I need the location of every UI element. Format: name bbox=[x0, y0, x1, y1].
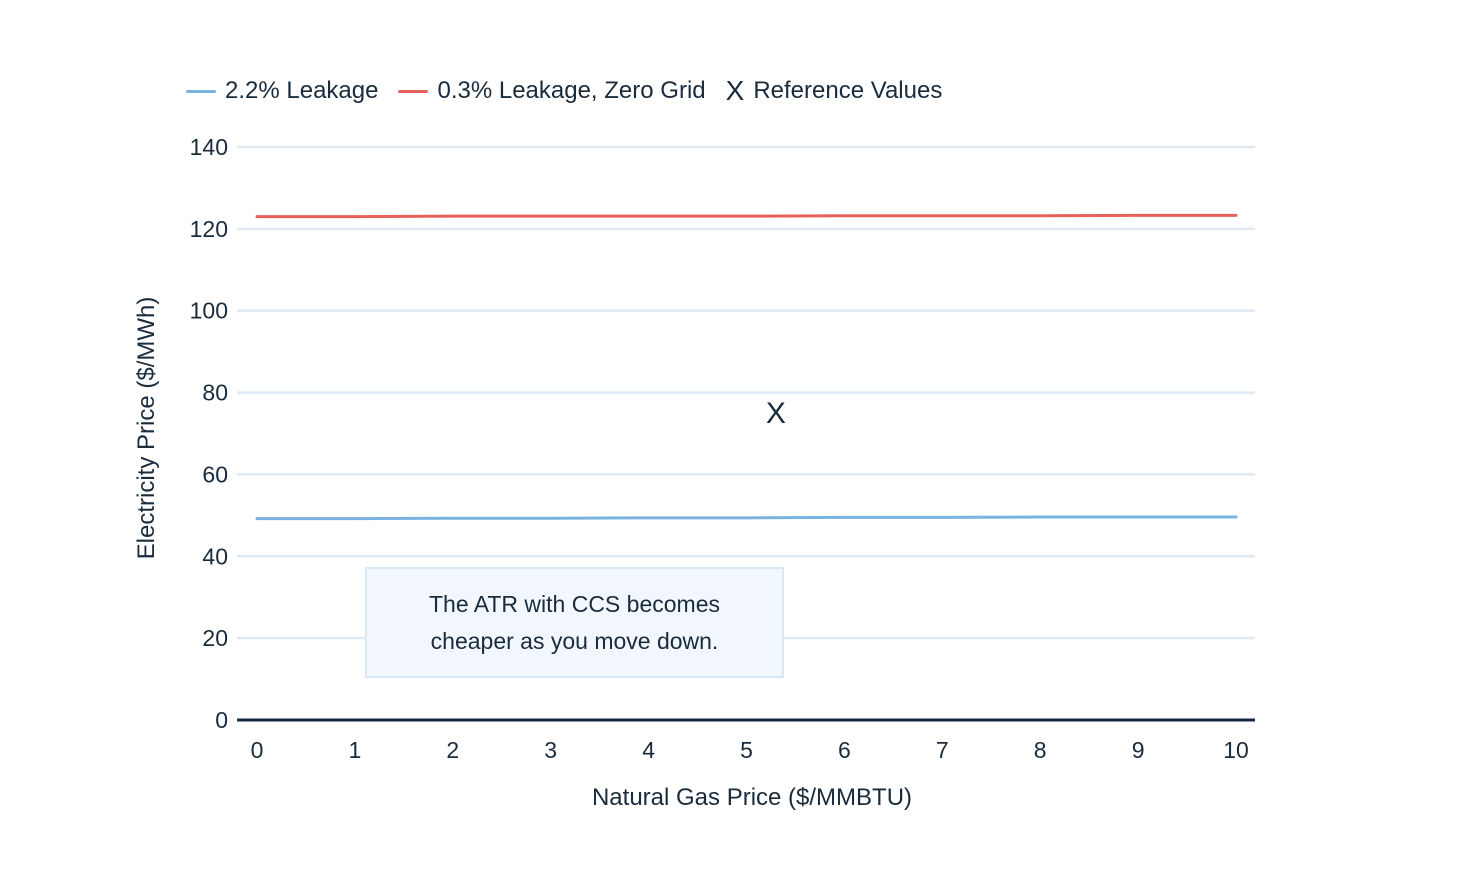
series-line-1 bbox=[255, 515, 1238, 521]
y-tick-label: 0 bbox=[215, 707, 228, 733]
legend-label-series-2: 0.3% Leakage, Zero Grid bbox=[437, 77, 706, 104]
y-tick-label: 120 bbox=[190, 216, 228, 242]
grid-lines bbox=[237, 145, 1255, 640]
y-tick-label: 60 bbox=[202, 461, 228, 487]
legend-swatch-series-2 bbox=[398, 89, 429, 93]
reference-marker: X bbox=[766, 397, 786, 430]
x-tick-label: 9 bbox=[1132, 737, 1145, 763]
series-line-2 bbox=[255, 213, 1238, 219]
legend-x-marker: X bbox=[725, 75, 745, 106]
legend-item-series-2: 0.3% Leakage, Zero Grid bbox=[398, 77, 706, 105]
annotation-box: The ATR with CCS becomes cheaper as you … bbox=[365, 567, 784, 678]
x-tick-label: 7 bbox=[936, 737, 949, 763]
legend-item-series-1: 2.2% Leakage bbox=[186, 77, 378, 105]
x-tick-label: 8 bbox=[1034, 737, 1047, 763]
y-tick-label: 40 bbox=[202, 543, 228, 569]
legend-label-series-1: 2.2% Leakage bbox=[225, 77, 379, 104]
legend-swatch-series-1 bbox=[186, 89, 216, 93]
y-tick-label: 140 bbox=[190, 134, 228, 160]
y-tick-label: 80 bbox=[202, 380, 228, 406]
x-tick-label: 3 bbox=[544, 737, 557, 763]
legend-item-reference: X Reference Values bbox=[726, 75, 943, 107]
annotation-text: The ATR with CCS becomes cheaper as you … bbox=[428, 590, 720, 654]
x-tick-label: 10 bbox=[1223, 737, 1249, 763]
x-tick-label: 0 bbox=[251, 737, 264, 763]
x-tick-label: 4 bbox=[642, 737, 655, 763]
axis-labels: 0 20 40 60 80 100 120 140 0 1 2 3 4 5 6 7 8 9 10 Natural Ga… bbox=[133, 134, 1249, 811]
x-tick-label: 2 bbox=[446, 737, 459, 763]
x-tick-label: 1 bbox=[349, 737, 362, 763]
reference-markers: X bbox=[766, 397, 786, 430]
legend-label-reference: Reference Values bbox=[753, 77, 943, 104]
y-axis-title: Electricity Price ($/MWh) bbox=[133, 297, 160, 560]
legend: 2.2% Leakage 0.3% Leakage, Zero Grid X R… bbox=[186, 74, 962, 108]
series-lines bbox=[255, 213, 1238, 521]
y-tick-label: 100 bbox=[190, 298, 228, 324]
y-tick-label: 20 bbox=[202, 625, 228, 651]
x-axis-title: Natural Gas Price ($/MMBTU) bbox=[592, 784, 912, 811]
x-tick-label: 5 bbox=[740, 737, 753, 763]
x-tick-label: 6 bbox=[838, 737, 851, 763]
